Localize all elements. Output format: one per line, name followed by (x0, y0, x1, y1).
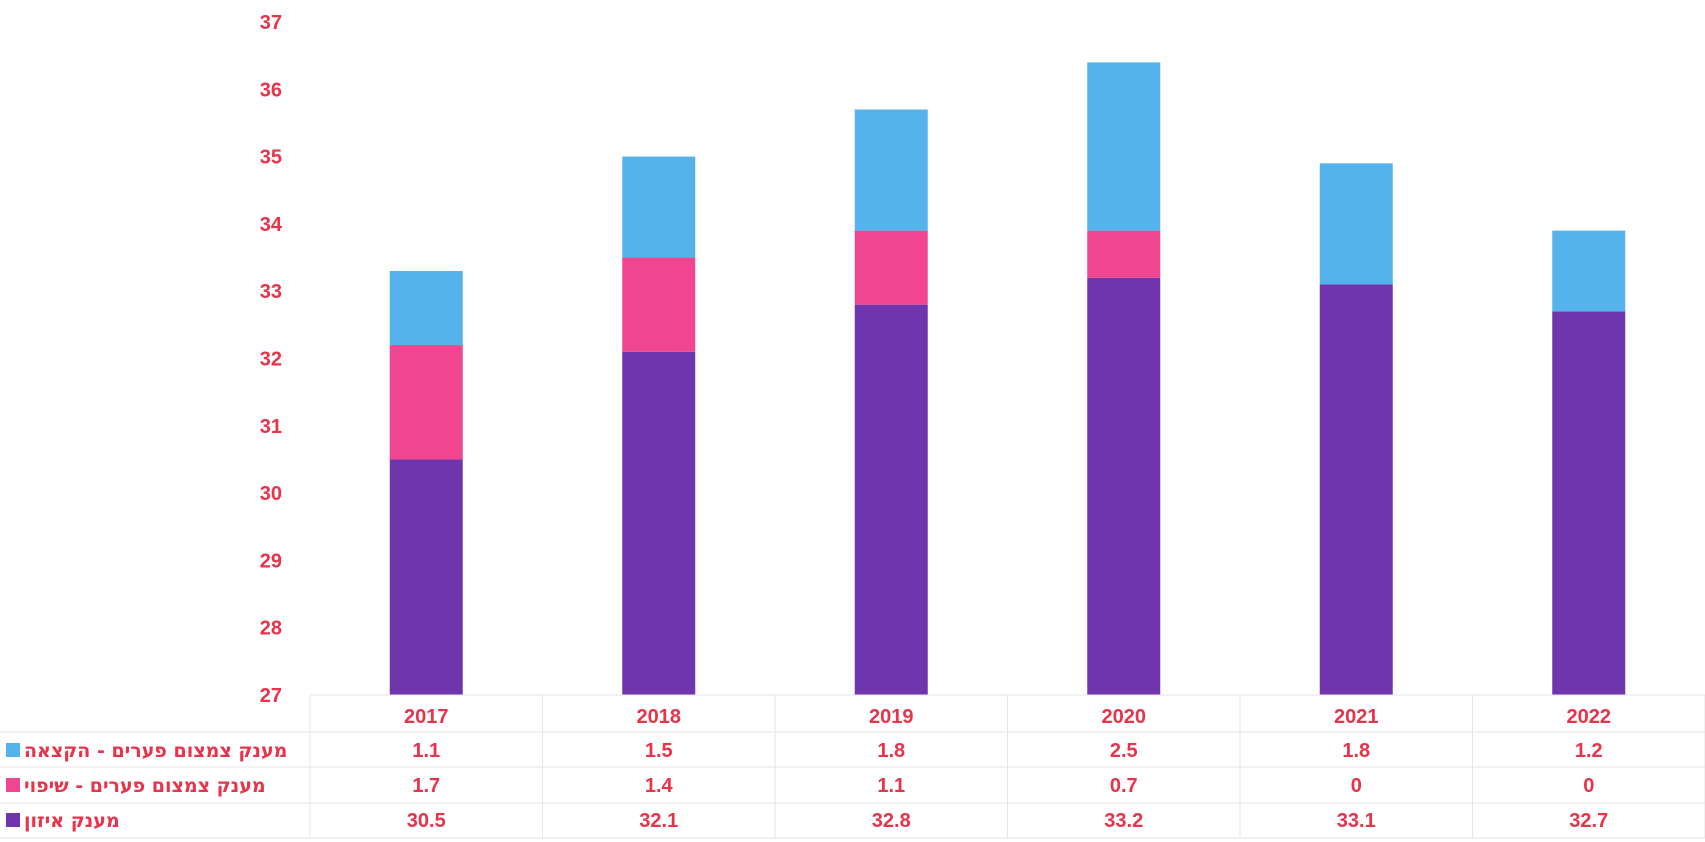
data-label: 1.8 (1342, 740, 1370, 762)
y-tick-label: 29 (260, 550, 282, 572)
x-tick-label: 2018 (637, 706, 682, 728)
y-tick-label: 28 (260, 618, 282, 640)
data-label: 33.1 (1337, 810, 1376, 832)
bar-segment (1319, 163, 1393, 285)
bar-segment (1087, 277, 1161, 695)
data-label: 1.2 (1575, 740, 1603, 762)
y-tick-label: 31 (260, 416, 282, 438)
data-label: 1.8 (877, 740, 905, 762)
y-tick-label: 34 (260, 214, 283, 236)
data-label: 1.5 (645, 740, 673, 762)
data-label: 1.7 (412, 775, 440, 797)
legend-label: מענק איזון (24, 810, 120, 832)
data-label: 0 (1583, 775, 1594, 797)
legend-label: מענק צמצום פערים - שיפוי (24, 775, 266, 797)
bar-segment (854, 304, 928, 695)
bar-segment (854, 109, 928, 231)
legend-swatch (6, 813, 20, 827)
bars (389, 62, 1626, 695)
data-label: 30.5 (407, 810, 446, 832)
y-tick-label: 32 (260, 349, 282, 371)
data-label: 2.5 (1110, 740, 1138, 762)
bar-segment (854, 230, 928, 305)
y-tick-label: 37 (260, 12, 282, 34)
bar-segment (1087, 62, 1161, 231)
data-label: 32.7 (1569, 810, 1608, 832)
y-tick-label: 30 (260, 483, 282, 505)
y-tick-label: 27 (260, 685, 282, 707)
y-axis: 27 28 29 30 31 32 33 34 35 36 37 (260, 12, 283, 707)
bar-segment (389, 459, 463, 695)
legend-swatch (6, 743, 20, 757)
x-tick-label: 2019 (869, 706, 914, 728)
x-tick-label: 2017 (404, 706, 449, 728)
y-tick-label: 33 (260, 281, 282, 303)
data-label: 0 (1351, 775, 1362, 797)
legend-label: מענק צמצום פערים - הקצאה (24, 740, 287, 762)
bar-segment (622, 257, 696, 352)
bar-segment (389, 271, 463, 346)
x-tick-label: 2020 (1102, 706, 1147, 728)
bar-segment (622, 351, 696, 695)
y-tick-label: 35 (260, 147, 282, 169)
data-table: 2017 2018 2019 2020 2021 2022 מענק צמצום פערים… (0, 694, 1705, 839)
x-tick-label: 2021 (1334, 706, 1379, 728)
bar-segment (1552, 311, 1626, 695)
data-label: 0.7 (1110, 775, 1138, 797)
x-tick-label: 2022 (1567, 706, 1612, 728)
legend-swatch (6, 778, 20, 792)
bar-segment (1552, 230, 1626, 312)
bar-segment (622, 156, 696, 258)
data-label: 1.4 (645, 775, 674, 797)
data-label: 33.2 (1104, 810, 1143, 832)
data-label: 1.1 (877, 775, 905, 797)
bar-segment (1319, 284, 1393, 695)
data-label: 32.8 (872, 810, 911, 832)
bar-segment (389, 345, 463, 460)
bar-segment (1087, 230, 1161, 278)
y-tick-label: 36 (260, 79, 282, 101)
data-label: 1.1 (412, 740, 440, 762)
data-label: 32.1 (639, 810, 678, 832)
